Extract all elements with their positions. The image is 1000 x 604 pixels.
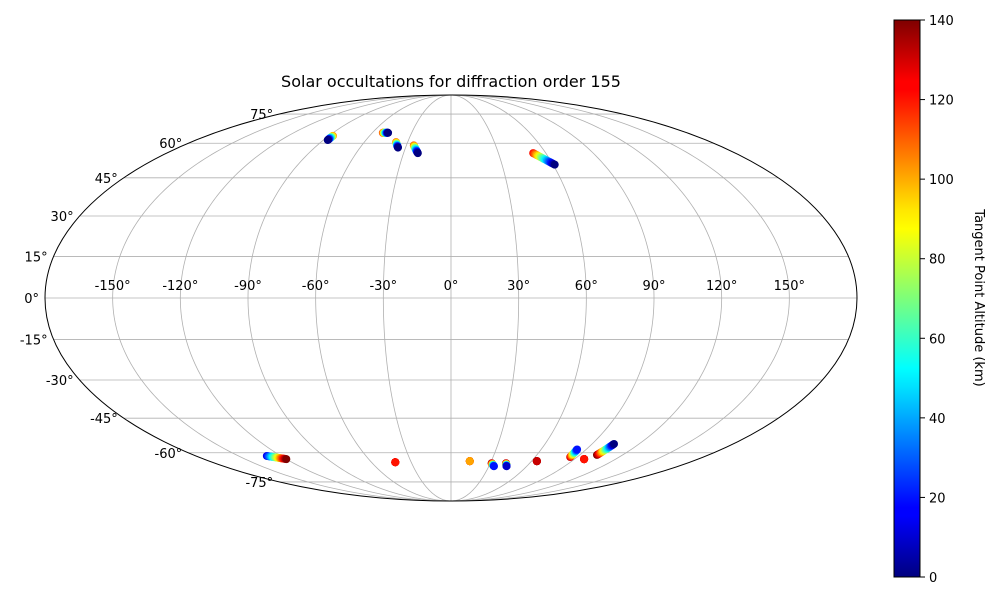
occultation-point (384, 128, 393, 137)
occultation-points (262, 128, 618, 471)
latitude-tick-label: 45° (95, 172, 118, 187)
map-boundary (44, 94, 858, 502)
latitude-tick-label: 30° (51, 210, 74, 225)
meridian-line (179, 95, 452, 501)
occultation-point (323, 136, 332, 145)
longitude-tick-label: 120° (706, 279, 737, 294)
colorbar-tick-label: 80 (929, 253, 946, 268)
longitude-tick-label: -60° (302, 279, 330, 294)
latitude-tick-label: 60° (159, 137, 182, 152)
meridian-line (450, 95, 587, 501)
occultation-point (550, 160, 559, 169)
colorbar-label: Tangent Point Altitude (km) (971, 208, 986, 386)
longitude-tick-label: 60° (575, 279, 598, 294)
meridian-line (315, 95, 452, 501)
occultation-point (532, 457, 541, 466)
meridian-line (382, 95, 452, 501)
latitude-tick-label: 15° (25, 250, 48, 265)
colorbar-tick-label: 0 (929, 571, 937, 586)
occultation-point (610, 439, 618, 448)
latitude-tick-label: -75° (245, 476, 273, 491)
occultation-point (465, 457, 474, 466)
longitude-tick-label: 0° (444, 279, 459, 294)
occultation-point (502, 462, 511, 471)
latitude-tick-label: -15° (20, 334, 48, 349)
meridian-line (247, 95, 452, 501)
colorbar-tick-label: 40 (929, 412, 946, 427)
longitude-tick-label: -90° (234, 279, 262, 294)
latitude-tick-label: -45° (90, 412, 118, 427)
occultation-point (413, 149, 422, 158)
meridian-line (112, 95, 452, 501)
latitude-tick-label: 0° (24, 292, 39, 307)
graticule (45, 95, 857, 501)
latitude-tick-labels: 75° 60° 45° 30° 15° 0° -15° -30° -45° -60° -75° (20, 108, 273, 491)
colorbar-tick-label: 140 (929, 14, 954, 29)
meridian-line (450, 95, 790, 501)
longitude-tick-label: 150° (774, 279, 805, 294)
latitude-tick-label: -30° (46, 374, 74, 389)
colorbar-tick-label: 60 (929, 332, 946, 347)
occultation-point (393, 143, 402, 152)
occultation-point (580, 455, 589, 464)
longitude-tick-label: 30° (507, 279, 530, 294)
meridian-line (450, 95, 655, 501)
meridian-line (450, 95, 723, 501)
colorbar-gradient (893, 19, 921, 578)
colorbar: 0 20 40 60 80 100 120 140 Tangent Point Altitud… (893, 14, 986, 586)
latitude-tick-label: 75° (250, 108, 273, 123)
colorbar-ticks: 0 20 40 60 80 100 120 140 (920, 14, 954, 586)
colorbar-tick-label: 120 (929, 94, 954, 109)
colorbar-tick-label: 20 (929, 491, 946, 506)
longitude-tick-label: 90° (642, 279, 665, 294)
occultation-point (391, 458, 400, 467)
latitude-tick-label: -60° (155, 447, 183, 462)
longitude-tick-label: -150° (95, 279, 131, 294)
occultation-point (282, 455, 291, 464)
longitude-tick-labels: -150° -120° -90° -60° -30° 0° 30° 60° 90° 120° 150… (95, 279, 805, 294)
longitude-tick-label: -120° (162, 279, 198, 294)
chart-title: Solar occultations for diffraction order… (281, 72, 621, 91)
longitude-tick-label: -30° (369, 279, 397, 294)
occultation-point (573, 445, 582, 454)
occultation-point (489, 462, 498, 471)
meridian-line (450, 95, 520, 501)
colorbar-tick-label: 100 (929, 173, 954, 188)
